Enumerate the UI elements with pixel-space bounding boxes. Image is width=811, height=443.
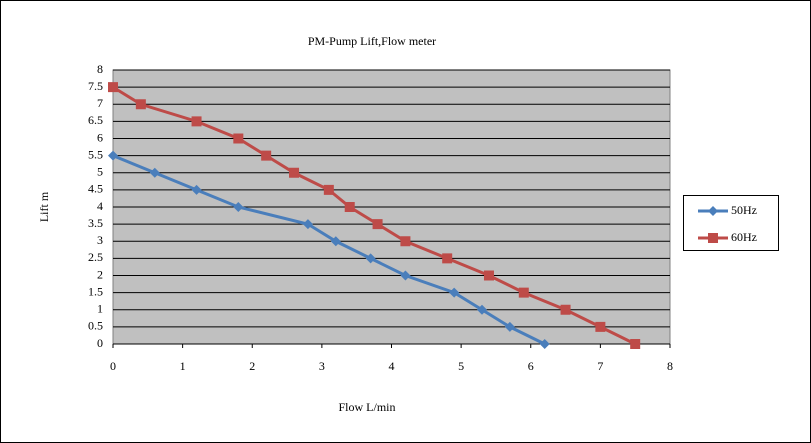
point	[302, 219, 313, 230]
x-tick-label: 0	[110, 359, 116, 373]
series-line	[112, 85, 636, 346]
series-line	[112, 154, 546, 346]
x-tick-label: 3	[319, 359, 325, 373]
y-tick-label: 2.5	[88, 250, 103, 264]
y-tick-label: 0	[97, 336, 103, 350]
y-tick-label: 6	[97, 130, 103, 144]
point	[400, 236, 411, 247]
point	[477, 304, 488, 315]
x-tick-label: 7	[597, 359, 603, 373]
chart-title: PM-Pump Lift,Flow meter	[308, 34, 436, 48]
point	[261, 150, 272, 161]
y-tick-label: 1	[97, 302, 103, 316]
y-tick-label: 3.5	[88, 216, 103, 230]
point	[372, 219, 383, 230]
point	[560, 304, 571, 315]
point	[708, 206, 718, 216]
point	[149, 167, 160, 178]
point	[504, 321, 515, 332]
x-tick-label: 1	[180, 359, 186, 373]
y-tick-label: 2	[97, 267, 103, 281]
x-tick-label: 5	[458, 359, 464, 373]
y-tick-label: 8	[97, 62, 103, 76]
point	[365, 253, 376, 264]
y-tick-label: 5.5	[88, 147, 103, 161]
point	[108, 82, 118, 93]
x-tick-label: 8	[667, 359, 673, 373]
y-tick-label: 7	[97, 96, 103, 110]
point	[344, 202, 355, 212]
y-tick-label: 4	[97, 199, 103, 213]
y-tick-label: 4.5	[88, 182, 103, 196]
y-tick-label: 1.5	[88, 284, 103, 298]
y-tick-label: 0.5	[88, 319, 103, 333]
y-tick-label: 7.5	[88, 79, 103, 93]
legend-box	[683, 195, 779, 251]
point	[135, 99, 146, 110]
x-tick-label: 4	[389, 359, 395, 373]
legend-label: 60Hz	[731, 230, 757, 244]
point	[330, 236, 341, 247]
point	[483, 270, 494, 281]
point	[518, 287, 529, 298]
point	[442, 253, 453, 264]
point	[108, 150, 118, 161]
x-tick-label: 6	[528, 359, 534, 373]
point	[233, 202, 244, 212]
x-tick-label: 2	[249, 359, 255, 373]
y-tick-label: 6.5	[88, 113, 103, 127]
point	[233, 133, 244, 144]
point	[630, 339, 641, 349]
x-axis-label: Flow L/min	[338, 400, 395, 414]
legend-label: 50Hz	[731, 203, 757, 217]
point	[449, 287, 460, 298]
point	[323, 184, 334, 195]
y-tick-label: 5	[97, 165, 103, 179]
y-tick-label: 3	[97, 233, 103, 247]
point	[400, 270, 411, 281]
point	[595, 321, 606, 332]
point	[539, 339, 550, 349]
point	[708, 233, 718, 243]
y-axis-label: Lift m	[37, 191, 51, 222]
point	[191, 184, 202, 195]
point	[289, 167, 300, 178]
point	[191, 116, 202, 127]
